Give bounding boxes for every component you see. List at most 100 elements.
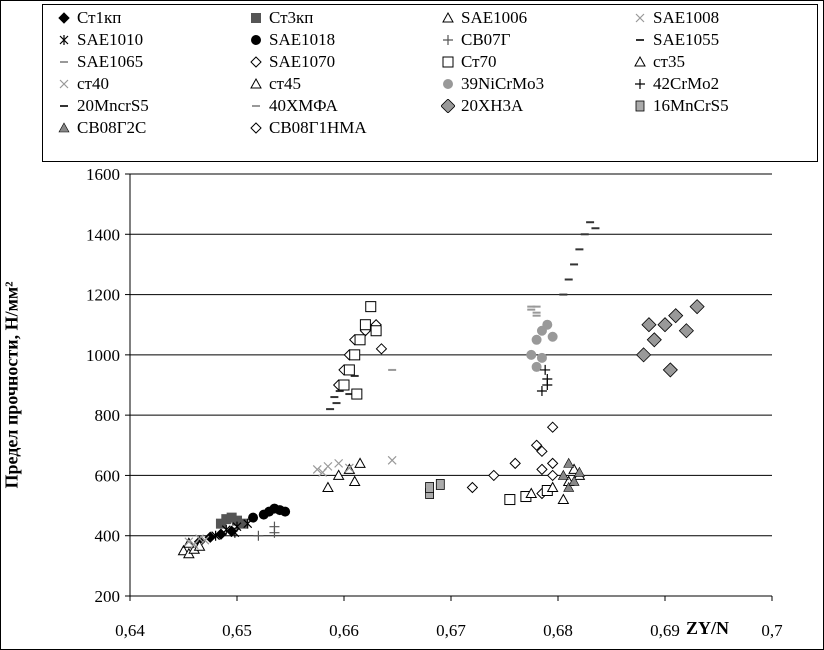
tick-labels: 200 400 600 800 1000 1200 1400 1600 0,64 0,65 0,66… bbox=[86, 165, 783, 640]
data-point bbox=[546, 421, 559, 433]
data-point bbox=[230, 527, 240, 538]
legend-item: 16MnCrS5 bbox=[633, 96, 729, 116]
y-tick-label: 1000 bbox=[86, 346, 120, 365]
legend-item: Ст70 bbox=[441, 52, 497, 72]
data-point bbox=[547, 331, 558, 342]
legend-label: 20ХН3А bbox=[461, 96, 524, 115]
data-point bbox=[359, 319, 371, 331]
data-point bbox=[221, 514, 232, 525]
y-tick-label: 600 bbox=[95, 466, 121, 485]
legend-label: SAE1070 bbox=[269, 52, 336, 71]
legend-marker-shape bbox=[250, 56, 262, 68]
legend-marker bbox=[635, 100, 645, 112]
legend-label: ст45 bbox=[269, 74, 301, 93]
legend-marker bbox=[250, 77, 262, 89]
axes bbox=[125, 173, 773, 601]
data-point bbox=[504, 494, 516, 506]
data-point bbox=[253, 530, 264, 541]
legend-marker-shape bbox=[251, 35, 261, 45]
data-point bbox=[237, 518, 248, 529]
data-point bbox=[204, 531, 216, 543]
legend-label: SAE1006 bbox=[461, 8, 528, 27]
legend-marker-shape bbox=[441, 99, 455, 113]
data-point bbox=[334, 458, 344, 468]
legend-marker-shape bbox=[250, 77, 262, 89]
x-tick-label: 0,67 bbox=[436, 621, 466, 640]
legend-label: SAE1010 bbox=[77, 30, 144, 49]
data-point bbox=[354, 457, 366, 468]
data-point bbox=[349, 349, 361, 361]
data-point bbox=[344, 463, 354, 473]
legend-marker bbox=[60, 105, 68, 107]
data-point bbox=[568, 475, 580, 486]
data-point bbox=[195, 534, 204, 544]
legend-marker bbox=[59, 35, 69, 45]
data-point bbox=[689, 299, 705, 315]
data-point bbox=[343, 364, 355, 376]
legend-marker-shape bbox=[251, 13, 261, 23]
legend-label: Ст3кп bbox=[269, 8, 314, 27]
data-point bbox=[678, 323, 694, 339]
data-point bbox=[322, 481, 334, 492]
legend-label: SAE1055 bbox=[653, 30, 720, 49]
data-point bbox=[280, 506, 291, 517]
legend-marker bbox=[635, 79, 645, 89]
data-point bbox=[542, 373, 553, 384]
data-point bbox=[200, 535, 210, 545]
legend-item: 20MncrS5 bbox=[57, 96, 149, 116]
legend-marker-shape bbox=[250, 122, 262, 134]
legend-marker-shape bbox=[443, 35, 453, 45]
data-point bbox=[226, 512, 237, 523]
legend-marker bbox=[251, 35, 261, 45]
legend-label: 42CrMo2 bbox=[653, 74, 720, 93]
data-point bbox=[466, 481, 479, 494]
legend-marker bbox=[441, 99, 455, 113]
data-point bbox=[536, 445, 548, 458]
legend-label: 39NiCrMo3 bbox=[461, 74, 545, 93]
data-point bbox=[530, 439, 543, 451]
data-point bbox=[573, 466, 585, 477]
legend-marker-shape bbox=[59, 35, 69, 45]
legend-label: 40ХМФА bbox=[269, 96, 338, 115]
legend-marker-shape bbox=[635, 100, 645, 112]
legend-item: ст35 bbox=[633, 52, 685, 72]
legend-label: СВ08Г2С bbox=[77, 118, 147, 137]
legend-label: СВ08Г1НМА bbox=[269, 118, 367, 137]
legend-item: SAE1018 bbox=[249, 30, 335, 50]
legend-item: 42CrMo2 bbox=[633, 74, 719, 94]
data-point bbox=[526, 349, 537, 360]
legend-label: Ст70 bbox=[461, 52, 497, 71]
data-point bbox=[563, 481, 575, 492]
legend-marker bbox=[443, 79, 453, 89]
legend-label: 16MnCrS5 bbox=[653, 96, 729, 115]
legend-marker bbox=[636, 39, 644, 41]
legend-marker bbox=[635, 13, 645, 23]
legend-marker-shape bbox=[58, 12, 70, 24]
data-point bbox=[509, 457, 521, 470]
legend-item: Ст1кп bbox=[57, 8, 121, 28]
legend-item: СВ08Г1НМА bbox=[249, 118, 367, 138]
grid-lines bbox=[130, 173, 772, 537]
legend-item: ст40 bbox=[57, 74, 109, 94]
data-point bbox=[488, 469, 500, 482]
legend-marker-shape bbox=[443, 79, 453, 89]
legend-item: SAE1070 bbox=[249, 52, 335, 72]
data-point bbox=[636, 347, 652, 363]
legend-label: СВ07Г bbox=[461, 30, 511, 49]
data-point bbox=[177, 544, 190, 556]
data-point bbox=[662, 362, 678, 378]
data-point bbox=[646, 332, 662, 348]
data-point bbox=[351, 388, 363, 400]
data-point bbox=[546, 481, 559, 492]
data-point bbox=[536, 463, 548, 476]
legend-label: ст35 bbox=[653, 52, 685, 71]
data-point bbox=[568, 463, 580, 474]
data-point bbox=[546, 457, 559, 470]
legend-item: SAE1006 bbox=[441, 8, 527, 28]
legend-marker-shape bbox=[59, 79, 69, 89]
data-point bbox=[657, 317, 673, 333]
legend-marker-shape bbox=[635, 13, 645, 23]
legend-marker bbox=[442, 56, 454, 68]
data-point bbox=[425, 482, 435, 493]
